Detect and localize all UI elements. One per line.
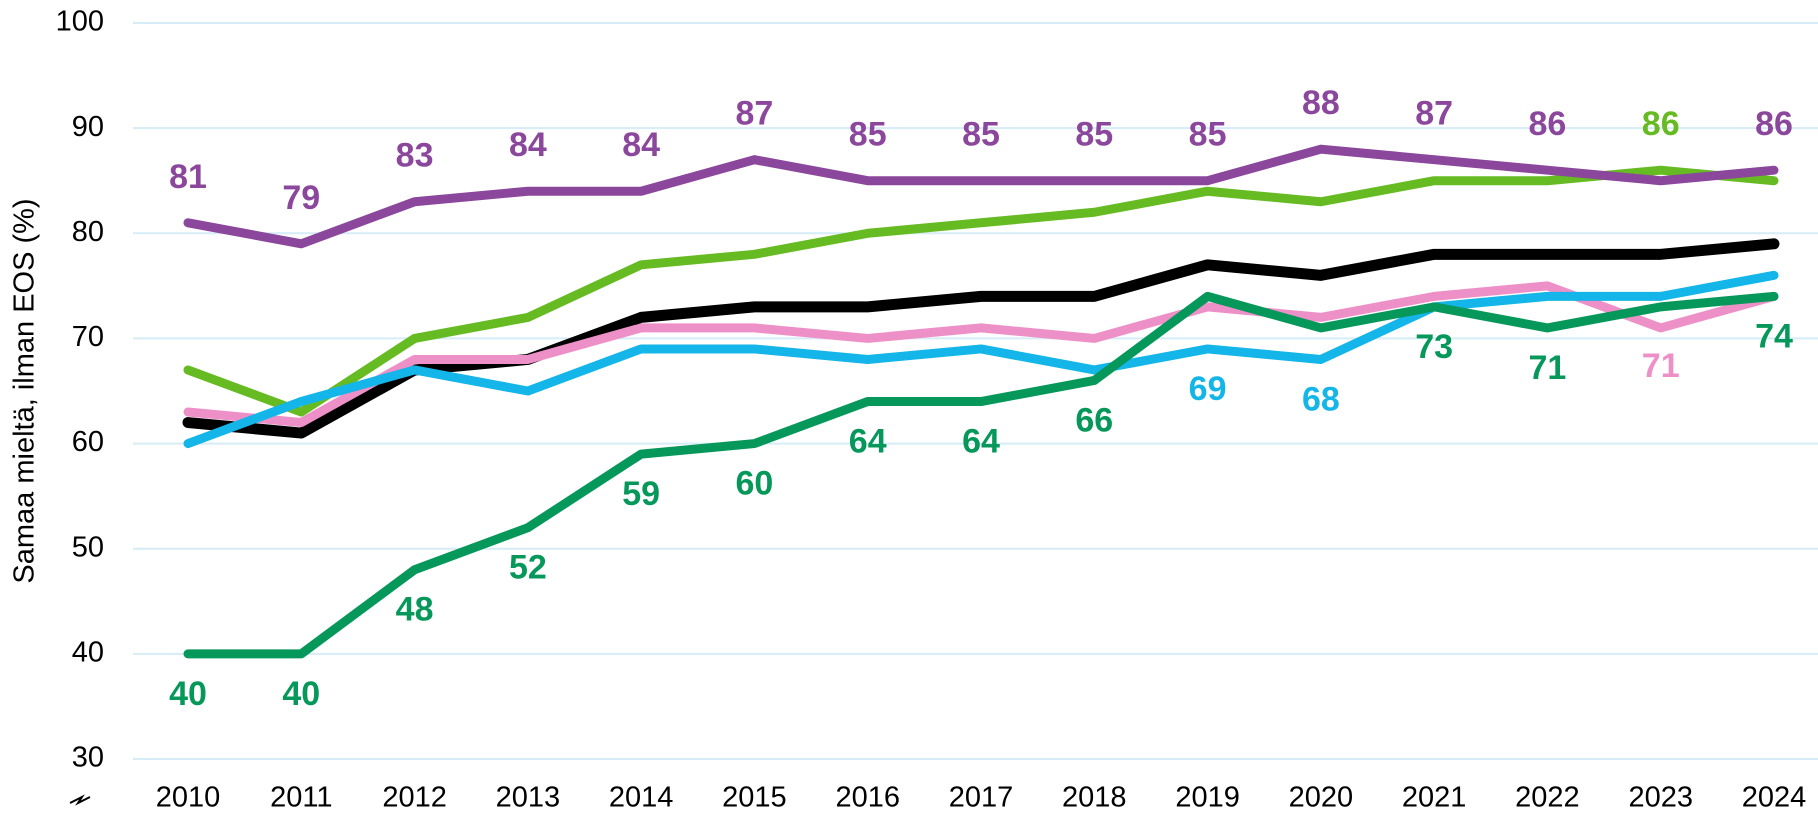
value-label: 86: [1529, 105, 1567, 143]
x-tick-label: 2023: [1628, 782, 1693, 814]
value-label: 85: [849, 116, 887, 154]
value-label: 68: [1302, 380, 1340, 418]
value-label: 71: [1529, 349, 1567, 387]
x-tick-label: 2017: [949, 782, 1014, 814]
x-tick-label: 2012: [382, 782, 447, 814]
y-tick-label: 30: [72, 742, 104, 774]
value-label: 83: [396, 137, 434, 175]
x-tick-label: 2011: [270, 782, 332, 814]
series-line: [183, 165, 1779, 417]
value-label: 64: [962, 422, 1000, 460]
value-label: 69: [1189, 370, 1227, 408]
value-label: 71: [1642, 347, 1680, 385]
value-label: 84: [509, 126, 547, 164]
x-tick-label: 2010: [156, 782, 221, 814]
value-label: 48: [396, 591, 434, 629]
y-axis-label: Samaa mieltä, ilman EOS (%): [9, 198, 41, 583]
series-line: [182, 238, 1780, 439]
series-line: [183, 281, 1779, 428]
value-label: 86: [1755, 105, 1793, 143]
x-tick-label: 2020: [1289, 782, 1354, 814]
value-label: 60: [736, 465, 774, 503]
y-tick-label: 70: [72, 321, 104, 353]
value-label: 40: [169, 675, 207, 713]
value-label: 81: [169, 158, 207, 196]
value-label: 86: [1642, 105, 1680, 143]
axis-break: [69, 794, 91, 806]
value-label: 84: [622, 126, 660, 164]
value-label: 73: [1415, 328, 1453, 366]
x-tick-label: 2016: [835, 782, 900, 814]
x-tick-label: 2022: [1515, 782, 1580, 814]
value-label: 87: [736, 95, 774, 133]
value-label: 40: [282, 675, 320, 713]
series-line: [183, 144, 1779, 249]
value-label: 66: [1075, 401, 1113, 439]
value-label: 74: [1755, 317, 1793, 355]
y-tick-label: 40: [72, 637, 104, 669]
value-label: 85: [962, 116, 1000, 154]
value-label: 87: [1415, 95, 1453, 133]
y-tick-label: 80: [72, 216, 104, 248]
x-tick-label: 2013: [496, 782, 561, 814]
value-label: 59: [622, 475, 660, 513]
y-tick-label: 90: [72, 111, 104, 143]
y-tick-label: 50: [72, 531, 104, 563]
x-tick-label: 2019: [1175, 782, 1240, 814]
value-label: 85: [1189, 116, 1227, 154]
y-tick-label: 100: [56, 6, 104, 38]
x-tick-label: 2015: [722, 782, 787, 814]
x-tick-label: 2021: [1402, 782, 1467, 814]
x-tick-label: 2018: [1062, 782, 1127, 814]
y-tick-label: 60: [72, 426, 104, 458]
series-line: [183, 270, 1779, 449]
value-label: 79: [282, 179, 320, 217]
x-tick-label: 2014: [609, 782, 674, 814]
series-line: [183, 291, 1779, 659]
value-label: 85: [1075, 116, 1113, 154]
value-label: 52: [509, 549, 547, 587]
value-label: 88: [1302, 84, 1340, 122]
value-label: 64: [849, 422, 887, 460]
x-tick-label: 2024: [1742, 782, 1807, 814]
